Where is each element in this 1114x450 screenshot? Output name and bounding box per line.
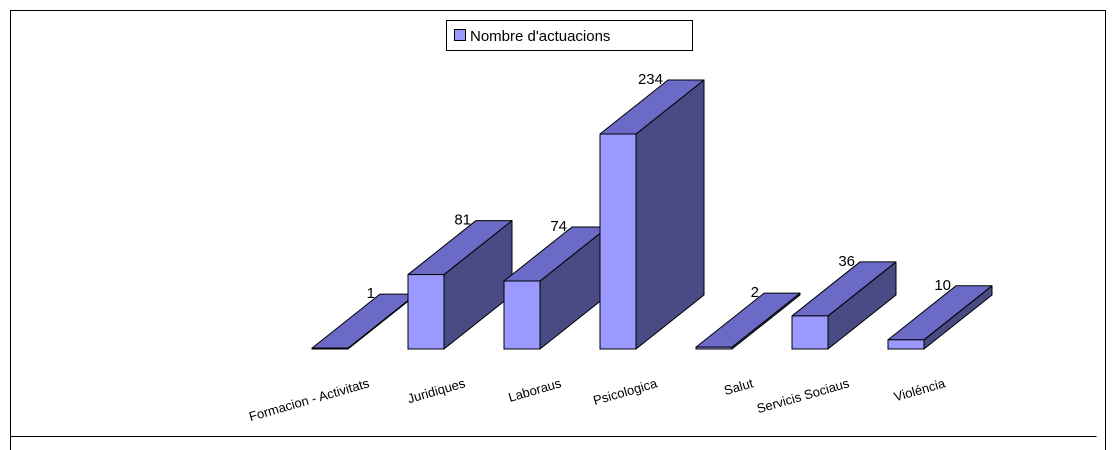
bar-front-face [695,346,733,350]
category-label: Juridiques [406,375,468,406]
category-labels-layer: Formacion - Activitats Juridiques Laboraus… [247,375,947,424]
bar-front-face [407,274,445,350]
chart-border [10,10,1106,450]
bar-front-face [887,339,925,350]
bar [887,285,993,350]
bar-front-face [311,347,349,350]
bar [695,292,801,350]
bar-front-face [599,133,637,350]
legend-swatch [454,29,466,41]
category-label: Servicis Sociaus [755,375,851,416]
bar [599,79,705,350]
category-label: Salut [722,375,755,398]
bar-front-face [503,280,541,350]
bar-front-face [791,315,829,350]
bar [503,226,609,350]
data-label: 36 [838,253,855,270]
category-label: Laboraus [507,375,564,404]
data-label: 234 [638,71,663,88]
category-label: Formacion - Activitats [247,375,371,424]
data-label: 10 [934,277,951,294]
bar-top-face [311,293,417,349]
bar [791,261,897,350]
data-label: 2 [751,284,759,301]
data-label: 81 [454,212,471,229]
data-label: 74 [550,218,567,235]
bars-layer [311,79,993,350]
legend: Nombre d'actuacions [446,20,693,51]
bar [311,293,417,350]
labels-layer: 1 81 74 234 2 36 10 [367,71,951,302]
bar [407,220,513,350]
bar-top-face [695,292,801,348]
legend-box [446,20,693,51]
legend-label: Nombre d'actuacions [470,28,610,45]
category-label: Psicologica [591,375,659,408]
category-label: Violéncia [892,375,947,404]
data-label: 1 [367,285,375,302]
